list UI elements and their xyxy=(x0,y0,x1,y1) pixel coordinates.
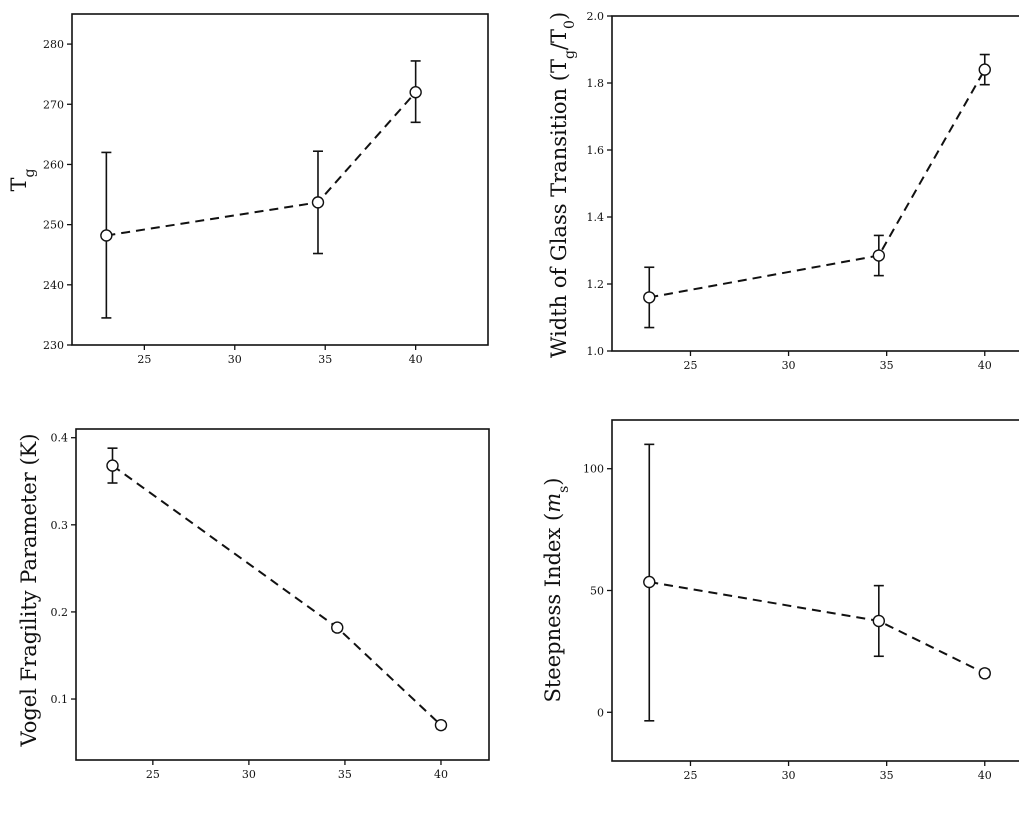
x-tick-label: 35 xyxy=(338,768,352,781)
y-tick-label: 0.1 xyxy=(51,693,69,706)
x-tick-label: 25 xyxy=(146,768,160,781)
y-tick-label: 100 xyxy=(583,463,604,476)
series-line xyxy=(106,91,417,237)
x-tick-label: 40 xyxy=(978,769,992,782)
panel-a: 25 30 35 40 230 240 250 260 270 280 Tg xyxy=(7,13,489,366)
panel-b: 25 30 35 40 1.0 1.2 1.4 1.6 1.8 2.0 Width of Glass… xyxy=(547,10,1019,372)
y-tick-label: 50 xyxy=(590,585,604,598)
x-tick-label: 30 xyxy=(228,353,242,366)
y-tick-label: 0.3 xyxy=(51,519,69,532)
y-tick-label: 270 xyxy=(43,98,64,111)
y-tick-label: 240 xyxy=(43,279,64,292)
data-point xyxy=(434,718,448,732)
x-tick-label: 25 xyxy=(683,769,697,782)
y-tick-label: 1.0 xyxy=(587,345,605,358)
y-tick-label: 1.4 xyxy=(587,211,605,224)
series-line xyxy=(649,580,986,675)
y-tick-label: 0.4 xyxy=(51,432,69,445)
panel-c: 25 30 35 40 0.1 0.2 0.3 0.4 Vogel Fragility Para… xyxy=(17,428,490,781)
y-axis-title-after: /T xyxy=(547,29,571,50)
y-tick-label: 1.8 xyxy=(587,77,605,90)
y-axis-title-italic: m xyxy=(541,493,565,513)
x-tick-label: 25 xyxy=(137,353,151,366)
plot-frame xyxy=(611,419,1019,762)
y-axis-title: Tg xyxy=(7,168,38,191)
plot-frame xyxy=(75,428,490,761)
y-tick-label: 260 xyxy=(43,158,64,171)
data-point xyxy=(978,667,991,680)
x-tick-label: 30 xyxy=(242,768,256,781)
y-axis-title: Steepness Index (ms) xyxy=(541,477,572,702)
y-tick-label: 280 xyxy=(43,38,64,51)
y-axis-title-after: ) xyxy=(541,477,565,485)
x-tick-label: 35 xyxy=(318,353,332,366)
panel-d: 25 30 35 40 0 50 100 Steepness Index (ms) xyxy=(541,419,1019,782)
y-tick-label: 0 xyxy=(597,706,604,719)
plot-frame xyxy=(611,15,1019,352)
plot-frame xyxy=(71,13,489,346)
data-point xyxy=(643,575,656,589)
data-point xyxy=(978,63,991,76)
data-point xyxy=(100,229,113,242)
y-axis-title-main: Vogel Fragility Parameter (K) xyxy=(17,433,41,747)
data-point xyxy=(643,291,656,304)
y-axis-title-after-2: ) xyxy=(547,12,571,20)
y-axis-title-main: Steepness Index ( xyxy=(541,513,565,703)
series-line xyxy=(111,464,442,726)
x-tick-label: 25 xyxy=(683,359,697,372)
y-axis-title-subscript: g xyxy=(562,50,578,59)
y-tick-label: 2.0 xyxy=(587,10,605,23)
x-tick-label: 30 xyxy=(782,359,796,372)
y-axis-title: Width of Glass Transition (Tg/T0) xyxy=(547,12,578,358)
y-axis-title-subscript: s xyxy=(556,486,572,493)
y-axis-title-subscript: g xyxy=(22,168,38,177)
data-point xyxy=(872,614,886,628)
y-tick-label: 230 xyxy=(43,339,64,352)
x-tick-label: 40 xyxy=(978,359,992,372)
y-tick-label: 0.2 xyxy=(51,606,69,619)
x-tick-label: 35 xyxy=(880,769,894,782)
y-tick-label: 1.2 xyxy=(587,278,605,291)
x-tick-label: 35 xyxy=(880,359,894,372)
y-axis-title-main: Width of Glass Transition (T xyxy=(547,59,571,358)
x-tick-label: 30 xyxy=(782,769,796,782)
data-point xyxy=(106,459,119,472)
data-point xyxy=(331,621,344,634)
data-point xyxy=(311,196,325,209)
y-tick-label: 1.6 xyxy=(587,144,605,157)
y-axis-title: Vogel Fragility Parameter (K) xyxy=(17,433,41,747)
y-axis-title-main: T xyxy=(7,177,31,191)
y-tick-label: 250 xyxy=(43,219,64,232)
x-tick-label: 40 xyxy=(434,768,448,781)
data-point xyxy=(872,249,886,262)
series-line xyxy=(649,69,986,299)
y-axis-title-subscript-2: 0 xyxy=(562,20,578,29)
x-tick-label: 40 xyxy=(409,353,423,366)
data-point xyxy=(409,86,422,99)
